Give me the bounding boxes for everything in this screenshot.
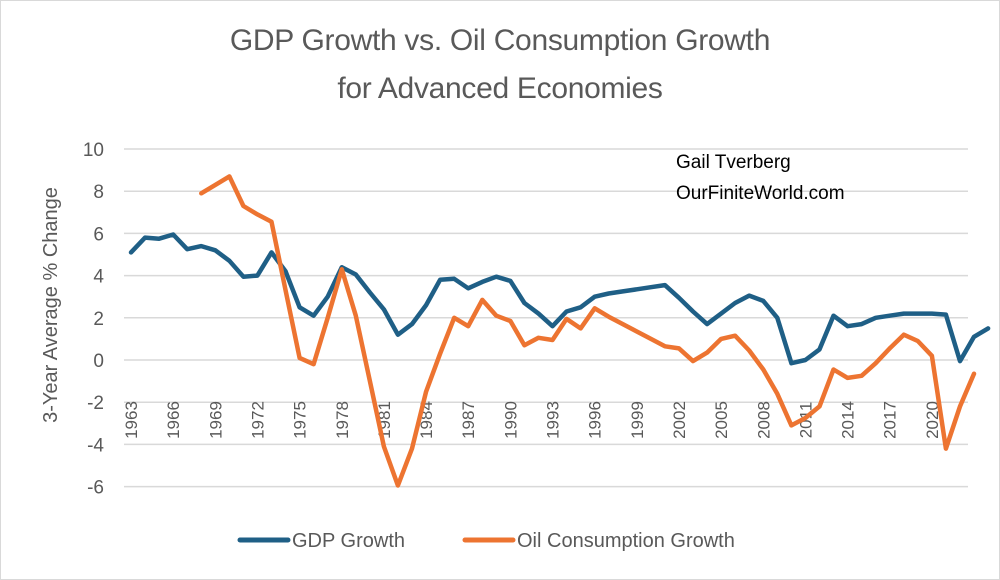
y-tick-label: -6 <box>87 478 104 499</box>
x-tick-label: 1975 <box>291 401 310 439</box>
x-tick-label: 1993 <box>544 401 563 439</box>
oil-consumption-growth-line <box>199 174 977 488</box>
y-tick-label: 2 <box>93 309 104 330</box>
y-tick-label: 0 <box>93 351 104 372</box>
chart-subtitle: for Advanced Economies <box>337 72 663 105</box>
gdp-growth-line <box>128 232 991 366</box>
y-tick-label: -2 <box>87 393 104 414</box>
y-tick-label: 6 <box>93 224 104 245</box>
annotation-website: OurFiniteWorld.com <box>676 183 845 204</box>
y-tick-label: 4 <box>93 267 104 288</box>
x-tick-label: 1963 <box>122 401 141 439</box>
x-tick-label: 2005 <box>712 401 731 439</box>
y-tick-label: 10 <box>83 140 104 161</box>
x-tick-label: 1972 <box>248 401 267 439</box>
x-tick-label: 2008 <box>754 401 773 439</box>
x-tick-label: 1966 <box>164 401 183 439</box>
x-tick-label: 1978 <box>333 401 352 439</box>
y-axis-ticks: 10 8 6 4 2 0 -2 -4 -6 <box>83 140 105 499</box>
annotation-author: Gail Tverberg <box>676 152 791 173</box>
legend: GDP Growth Oil Consumption Growth <box>237 530 735 552</box>
legend-label-gdp: GDP Growth <box>292 530 405 552</box>
y-axis-label: 3-Year Average % Change <box>40 187 62 423</box>
x-tick-label: 1999 <box>628 401 647 439</box>
legend-label-oil: Oil Consumption Growth <box>517 530 735 552</box>
x-tick-label: 1996 <box>586 401 605 439</box>
x-tick-label: 1987 <box>459 401 478 439</box>
x-tick-label: 1990 <box>501 401 520 439</box>
y-tick-label: 8 <box>93 182 104 203</box>
series-lines <box>128 174 991 488</box>
chart-title: GDP Growth vs. Oil Consumption Growth <box>229 24 771 57</box>
x-tick-label: 2017 <box>881 401 900 439</box>
x-tick-label: 2014 <box>839 401 858 439</box>
gridlines <box>124 148 968 488</box>
x-tick-label: 2002 <box>670 401 689 439</box>
x-tick-label: 1969 <box>206 401 225 439</box>
y-tick-label: -4 <box>87 435 104 456</box>
x-tick-label: 2020 <box>923 401 942 439</box>
